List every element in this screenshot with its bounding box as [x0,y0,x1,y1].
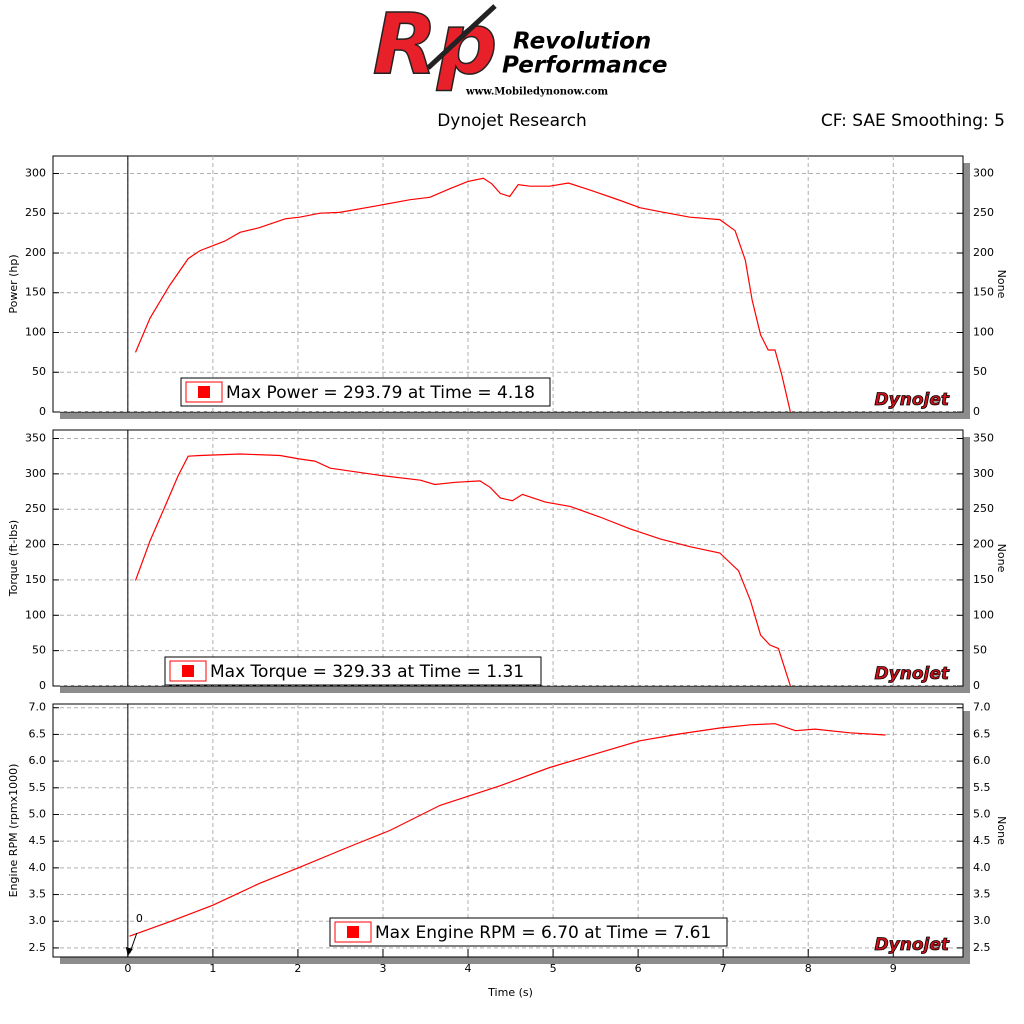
x-tick-label: 4 [465,962,472,975]
data-line [134,177,791,412]
y2-tick-label: 4.5 [973,834,991,847]
annotation: 0 [136,912,143,925]
x-tick-label: 9 [890,962,897,975]
y2-tick-label: 250 [973,206,994,219]
x-tick-label: 1 [209,962,216,975]
y-tick-label: 7.0 [29,701,47,714]
y2-tick-label: 300 [973,166,994,179]
y-tick-label: 250 [25,206,46,219]
x-tick-label: 3 [379,962,386,975]
y2-axis-label: None [995,270,1008,299]
y2-tick-label: 250 [973,502,994,515]
legend-box [164,656,542,686]
data-line [134,453,791,686]
legend-swatch [198,386,210,398]
legend-box [180,377,551,407]
y2-tick-label: 200 [973,246,994,259]
y-tick-label: 4.0 [29,861,47,874]
y-tick-label: 4.5 [29,834,47,847]
watermark: Dynojet [875,390,950,410]
y2-tick-label: 6.0 [973,754,991,767]
y2-tick-label: 150 [973,286,994,299]
y-tick-label: 6.0 [29,754,47,767]
annotation-head [125,947,133,956]
y-axis-label: Torque (ft-lbs) [7,520,20,597]
y2-tick-label: 350 [973,431,994,444]
data-line [129,723,886,937]
y2-tick-label: 6.5 [973,727,991,740]
legend-box [329,917,728,947]
y-tick-label: 2.5 [29,941,47,954]
legend-label: Max Power = 293.79 at Time = 4.18 [226,383,535,403]
legend-swatch [347,926,359,938]
y-tick-label: 5.5 [29,781,47,794]
plot-layer [53,704,963,957]
brand-line1: Revolution [513,29,651,55]
plot-layer [53,156,963,412]
y-tick-label: 6.5 [29,727,47,740]
plot-area [52,703,964,958]
y-axis-label: Engine RPM (rpmx1000) [7,764,20,898]
brand-line2: Performance [502,53,667,79]
watermark: Dynojet [875,664,950,684]
y-tick-label: 5.0 [29,807,47,820]
x-tick-label: 7 [720,962,727,975]
y2-tick-label: 0 [973,679,980,692]
y-tick-label: 100 [25,325,46,338]
y-tick-label: 3.5 [29,888,47,901]
y2-axis-label: None [995,544,1008,573]
y-tick-label: 100 [25,608,46,621]
y-tick-label: 3.0 [29,914,47,927]
y2-tick-label: 100 [973,325,994,338]
x-axis-label: Time (s) [487,986,533,999]
y-tick-label: 0 [39,405,46,418]
legend-swatch [182,665,194,677]
y-axis-label: Power (hp) [7,254,20,313]
y2-tick-label: 3.5 [973,888,991,901]
legend-label: Max Torque = 329.33 at Time = 1.31 [210,662,524,682]
y2-tick-label: 4.0 [973,861,991,874]
y2-tick-label: 3.0 [973,914,991,927]
plot-area [52,429,964,687]
y2-tick-label: 5.0 [973,807,991,820]
legend-label: Max Engine RPM = 6.70 at Time = 7.61 [375,923,711,943]
y2-tick-label: 5.5 [973,781,991,794]
y2-axis-label: None [995,816,1008,845]
y2-tick-label: 100 [973,608,994,621]
y-tick-label: 300 [25,166,46,179]
y-tick-label: 300 [25,467,46,480]
y-tick-label: 150 [25,286,46,299]
y-tick-label: 200 [25,538,46,551]
y2-tick-label: 150 [973,573,994,586]
y-tick-label: 0 [39,679,46,692]
plot-area [52,155,964,413]
watermark: Dynojet [875,935,950,955]
logo-initials: Rp [373,0,498,93]
y-tick-label: 250 [25,502,46,515]
y-tick-label: 50 [32,365,46,378]
x-tick-label: 5 [550,962,557,975]
y2-tick-label: 0 [973,405,980,418]
website: www.Mobiledynonow.com [465,87,609,98]
x-tick-label: 6 [635,962,642,975]
header-center: Dynojet Research [437,111,587,131]
y2-tick-label: 50 [973,644,987,657]
x-tick-label: 0 [124,962,131,975]
y-tick-label: 200 [25,246,46,259]
logo-stroke [426,4,497,70]
header-right: CF: SAE Smoothing: 5 [821,111,1005,131]
y2-tick-label: 2.5 [973,941,991,954]
y2-tick-label: 300 [973,467,994,480]
x-tick-label: 2 [294,962,301,975]
y-tick-label: 150 [25,573,46,586]
y-tick-label: 50 [32,644,46,657]
y2-tick-label: 200 [973,538,994,551]
x-tick-label: 8 [805,962,812,975]
y-tick-label: 350 [25,431,46,444]
y2-tick-label: 50 [973,365,987,378]
y2-tick-label: 7.0 [973,701,991,714]
